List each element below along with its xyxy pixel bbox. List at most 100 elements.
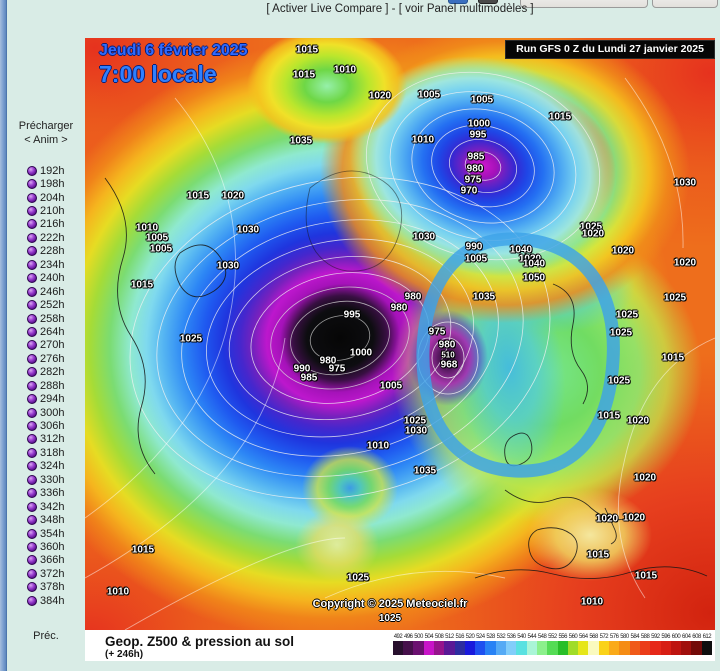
hour-link-216h[interactable]: 216h (7, 218, 85, 231)
run-label: Run GFS 0 Z du Lundi 27 janvier 2025 (505, 40, 715, 59)
hour-link-312h[interactable]: 312h (7, 433, 85, 446)
scale-swatch (413, 641, 424, 655)
hour-label: 222h (40, 231, 65, 244)
scale-swatch (403, 641, 414, 655)
hour-label: 324h (40, 460, 65, 473)
scale-swatch (650, 641, 661, 655)
hour-link-246h[interactable]: 246h (7, 285, 85, 298)
activer-live-compare-link[interactable]: [ Activer Live Compare ] (266, 3, 389, 15)
prec-link[interactable]: Préc. (33, 630, 59, 642)
hour-link-234h[interactable]: 234h (7, 258, 85, 271)
hour-label: 384h (40, 594, 65, 607)
scale-swatch (433, 641, 445, 655)
scale-value: 552 (548, 634, 557, 640)
archive-building-icon[interactable] (478, 0, 498, 4)
scale-cell: 532 (495, 633, 507, 655)
iberia-pale-zone (528, 489, 652, 581)
hour-label: 252h (40, 299, 65, 312)
hour-link-276h[interactable]: 276h (7, 352, 85, 365)
purple-gem-icon (27, 326, 37, 337)
scale-cell: 584 (629, 633, 640, 655)
scale-cell: 604 (681, 633, 692, 655)
hour-link-198h[interactable]: 198h (7, 177, 85, 190)
purple-gem-icon (27, 219, 37, 230)
scale-swatch (681, 641, 692, 655)
gif-icon[interactable] (448, 0, 468, 4)
scale-value: 508 (434, 634, 444, 640)
hour-link-252h[interactable]: 252h (7, 298, 85, 311)
hour-link-330h[interactable]: 330h (7, 473, 85, 486)
hour-link-378h[interactable]: 378h (7, 581, 85, 594)
hour-link-300h[interactable]: 300h (7, 406, 85, 419)
hour-link-342h[interactable]: 342h (7, 500, 85, 513)
voir-panel-multimodeles-link[interactable]: [ voir Panel multimodèles ] (398, 3, 534, 15)
scale-swatch (536, 641, 548, 655)
purple-gem-icon (27, 367, 37, 378)
scale-cell: 556 (557, 633, 568, 655)
purple-gem-icon (27, 501, 37, 512)
hour-link-372h[interactable]: 372h (7, 567, 85, 580)
hour-link-324h[interactable]: 324h (7, 460, 85, 473)
scale-swatch (619, 641, 630, 655)
hour-link-222h[interactable]: 222h (7, 231, 85, 244)
scale-cell: 544 (526, 633, 537, 655)
header-links: [ Activer Live Compare ] - [ voir Panel … (85, 3, 715, 15)
purple-gem-icon (27, 568, 37, 579)
scale-cell: 528 (485, 633, 496, 655)
scale-value: 512 (445, 634, 454, 640)
hour-label: 276h (40, 352, 65, 365)
hour-label: 300h (40, 406, 65, 419)
hour-link-306h[interactable]: 306h (7, 419, 85, 432)
scale-cell: 576 (609, 633, 620, 655)
purple-gem-icon (27, 179, 37, 190)
legend-scale: 492 496 500 504 508 512 516 520 524 528 532 536 540 5… (392, 633, 712, 655)
hour-link-210h[interactable]: 210h (7, 204, 85, 217)
purple-gem-icon (27, 165, 37, 176)
scale-cell: 548 (536, 633, 548, 655)
hour-link-240h[interactable]: 240h (7, 272, 85, 285)
hour-label: 294h (40, 393, 65, 406)
scale-value: 540 (517, 634, 526, 640)
hour-link-348h[interactable]: 348h (7, 513, 85, 526)
atlantic-pale-zone (295, 509, 379, 581)
archives-button[interactable]: Archives (652, 0, 718, 8)
purple-gem-icon (27, 232, 37, 243)
legend-subtitle: (+ 246h) (105, 649, 144, 660)
hour-link-294h[interactable]: 294h (7, 392, 85, 405)
hour-link-336h[interactable]: 336h (7, 487, 85, 500)
hour-link-228h[interactable]: 228h (7, 245, 85, 258)
scale-value: 604 (682, 634, 691, 640)
precharger-link[interactable]: Précharger (18, 120, 74, 132)
hour-link-258h[interactable]: 258h (7, 312, 85, 325)
hour-link-366h[interactable]: 366h (7, 554, 85, 567)
hour-link-360h[interactable]: 360h (7, 540, 85, 553)
cutoff-low-blob (302, 446, 398, 530)
hour-link-282h[interactable]: 282h (7, 366, 85, 379)
hour-link-384h[interactable]: 384h (7, 594, 85, 607)
scale-value: 500 (414, 634, 423, 640)
archives-label: Archives (670, 0, 712, 1)
scale-swatch (609, 641, 620, 655)
ensemble-gefs-button[interactable]: Ensemble GEFS (520, 0, 648, 8)
annotation-ellipse (416, 232, 620, 478)
scale-value: 600 (671, 634, 681, 640)
hour-link-354h[interactable]: 354h (7, 527, 85, 540)
isobar-arcs (85, 77, 715, 630)
hour-link-264h[interactable]: 264h (7, 325, 85, 338)
purple-gem-icon (27, 421, 37, 432)
hour-link-204h[interactable]: 204h (7, 191, 85, 204)
hour-link-318h[interactable]: 318h (7, 446, 85, 459)
scale-cell: 500 (413, 633, 424, 655)
scale-swatch (392, 641, 404, 655)
hour-link-288h[interactable]: 288h (7, 379, 85, 392)
hour-link-192h[interactable]: 192h (7, 164, 85, 177)
anim-link[interactable]: < Anim > (24, 134, 68, 146)
top-toolbar: Ensemble GEFS Archives (0, 0, 720, 10)
scale-value: 608 (692, 634, 701, 640)
purple-gem-icon (27, 407, 37, 418)
scale-value: 572 (599, 634, 609, 640)
page-left-border (0, 0, 7, 671)
hour-link-270h[interactable]: 270h (7, 339, 85, 352)
purple-gem-icon (27, 582, 37, 593)
scale-cell: 508 (433, 633, 445, 655)
